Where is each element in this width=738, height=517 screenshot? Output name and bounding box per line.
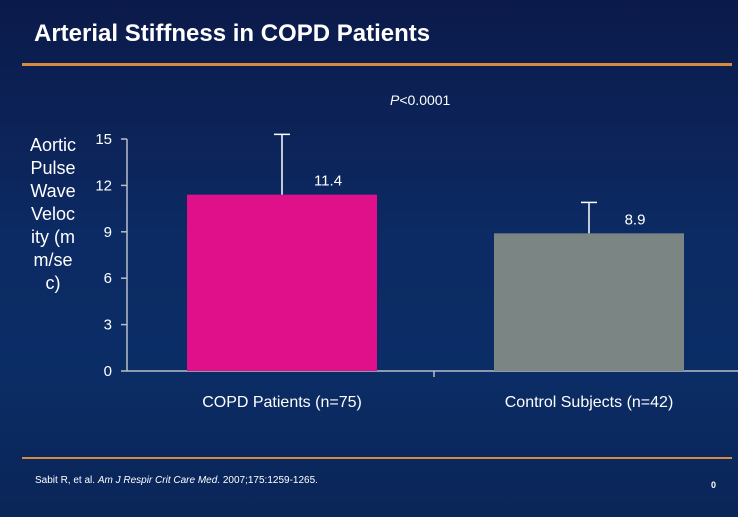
- title-divider: [22, 63, 732, 66]
- y-axis-label: Aortic Pulse Wave Velocity (mm/sec): [30, 135, 77, 293]
- slide-title: Arterial Stiffness in COPD Patients: [34, 20, 431, 47]
- bar-copd: [187, 194, 377, 371]
- bar-control: [494, 233, 684, 371]
- y-tick-label: 6: [104, 270, 112, 287]
- y-tick-label: 12: [95, 177, 112, 194]
- x-category-label: COPD Patients (n=75): [202, 394, 362, 411]
- p-value-number: <0.0001: [399, 92, 451, 108]
- p-value-letter: P: [390, 92, 400, 108]
- y-tick-label: 0: [104, 363, 112, 380]
- citation: Sabit R, et al. Am J Respir Crit Care Me…: [35, 475, 318, 486]
- y-tick-label: 15: [95, 131, 112, 148]
- citation-journal: Am J Respir Crit Care Med: [97, 475, 218, 486]
- chart-plot-area: 0 3 6 9 12 15 11.4 COPD Patients (n=75) 8.9 Contr…: [95, 131, 738, 411]
- page-number: 0: [711, 480, 717, 490]
- citation-details: . 2007;175:1259-1265.: [217, 475, 318, 486]
- data-label-control: 8.9: [625, 211, 646, 228]
- footer-divider: [22, 457, 732, 459]
- data-label-copd: 11.4: [314, 173, 342, 190]
- y-tick-label: 3: [104, 317, 112, 334]
- citation-authors: Sabit R, et al.: [35, 475, 98, 486]
- p-value-annotation: P<0.0001: [390, 92, 452, 109]
- x-category-label: Control Subjects (n=42): [505, 394, 674, 411]
- y-tick-label: 9: [104, 224, 112, 241]
